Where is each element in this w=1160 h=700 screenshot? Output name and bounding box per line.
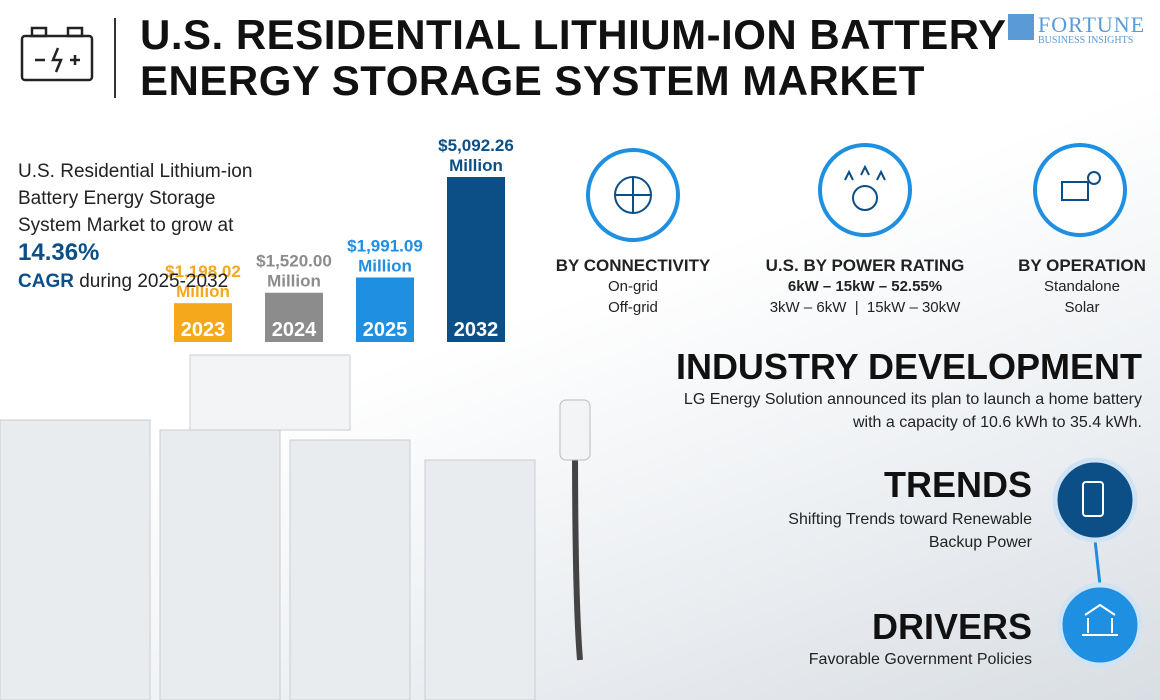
title: U.S. RESIDENTIAL LITHIUM-ION BATTERY: [140, 11, 1007, 58]
value-unit: Million: [267, 272, 321, 291]
segment-title: U.S. BY POWER RATING: [765, 256, 965, 275]
segment-line: 6kW – 15kW – 52.55%: [787, 278, 943, 295]
intro-text: U.S. Residential Lithium-ion Battery Ene…: [18, 161, 253, 236]
section-title: TRENDS: [883, 464, 1032, 505]
section-title: DRIVERS: [871, 606, 1032, 647]
segment-line: On-grid: [607, 278, 659, 295]
section-text: LG Energy Solution announced its plan to…: [683, 391, 1142, 431]
x-tick-label: 2023: [181, 319, 226, 341]
cagr-label: CAGR: [18, 271, 74, 292]
section-title: INDUSTRY DEVELOPMENT: [675, 346, 1142, 387]
segment-title: BY OPERATION: [1018, 256, 1146, 275]
value-unit: Million: [358, 256, 412, 275]
bar: [447, 177, 505, 342]
value-label: $1,520.00: [256, 252, 332, 271]
segment-line: Off-grid: [608, 299, 658, 316]
bar: [356, 277, 414, 342]
segment: U.S. BY POWER RATING 6kW – 15kW – 52.55%…: [745, 255, 985, 318]
bar-chart: 2023$1,198.02Million2024$1,520.00Million…: [165, 136, 514, 342]
period: during 2025-2032: [79, 271, 229, 292]
value-unit: Million: [176, 282, 230, 301]
bar: [265, 292, 323, 342]
segment-line: 3kW – 6kW | 15kW – 30kW: [769, 299, 961, 316]
value-label: $1,198.02: [165, 262, 241, 281]
segment-title: BY CONNECTIVITY: [555, 256, 711, 275]
title: ENERGY STORAGE SYSTEM MARKET: [140, 57, 925, 104]
value-label: $5,092.26: [438, 136, 514, 155]
cagr: 14.36%: [18, 239, 100, 266]
x-tick-label: 2024: [272, 319, 317, 341]
section-text: Shifting Trends toward Renewable Backup …: [788, 511, 1032, 551]
bar: [174, 303, 232, 342]
intro: U.S. Residential Lithium-ion Battery Ene…: [18, 158, 278, 295]
logo-sub: BUSINESS INSIGHTS: [1038, 35, 1134, 46]
value-unit: Million: [449, 156, 503, 175]
section-text: Favorable Government Policies: [808, 651, 1032, 668]
value-label: $1,991.09: [347, 236, 423, 255]
segment-line: Solar: [1064, 299, 1100, 316]
segment: BY OPERATION Standalone Solar: [972, 255, 1160, 318]
segment: BY CONNECTIVITY On-grid Off-grid: [523, 255, 743, 318]
logo: FORTUNE: [1038, 12, 1146, 37]
x-tick-label: 2032: [454, 319, 499, 341]
segment-line: Standalone: [1044, 278, 1120, 295]
x-tick-label: 2025: [363, 319, 408, 341]
